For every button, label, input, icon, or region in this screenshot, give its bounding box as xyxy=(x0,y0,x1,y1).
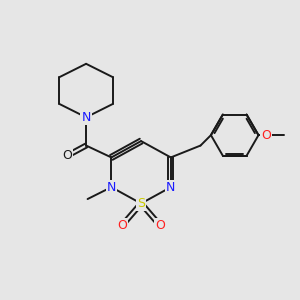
Text: S: S xyxy=(137,197,145,210)
Text: O: O xyxy=(155,219,165,232)
Text: O: O xyxy=(261,129,271,142)
Text: N: N xyxy=(81,111,91,124)
Text: O: O xyxy=(117,219,127,232)
Text: O: O xyxy=(62,149,72,162)
Text: N: N xyxy=(166,181,176,194)
Text: N: N xyxy=(107,181,116,194)
